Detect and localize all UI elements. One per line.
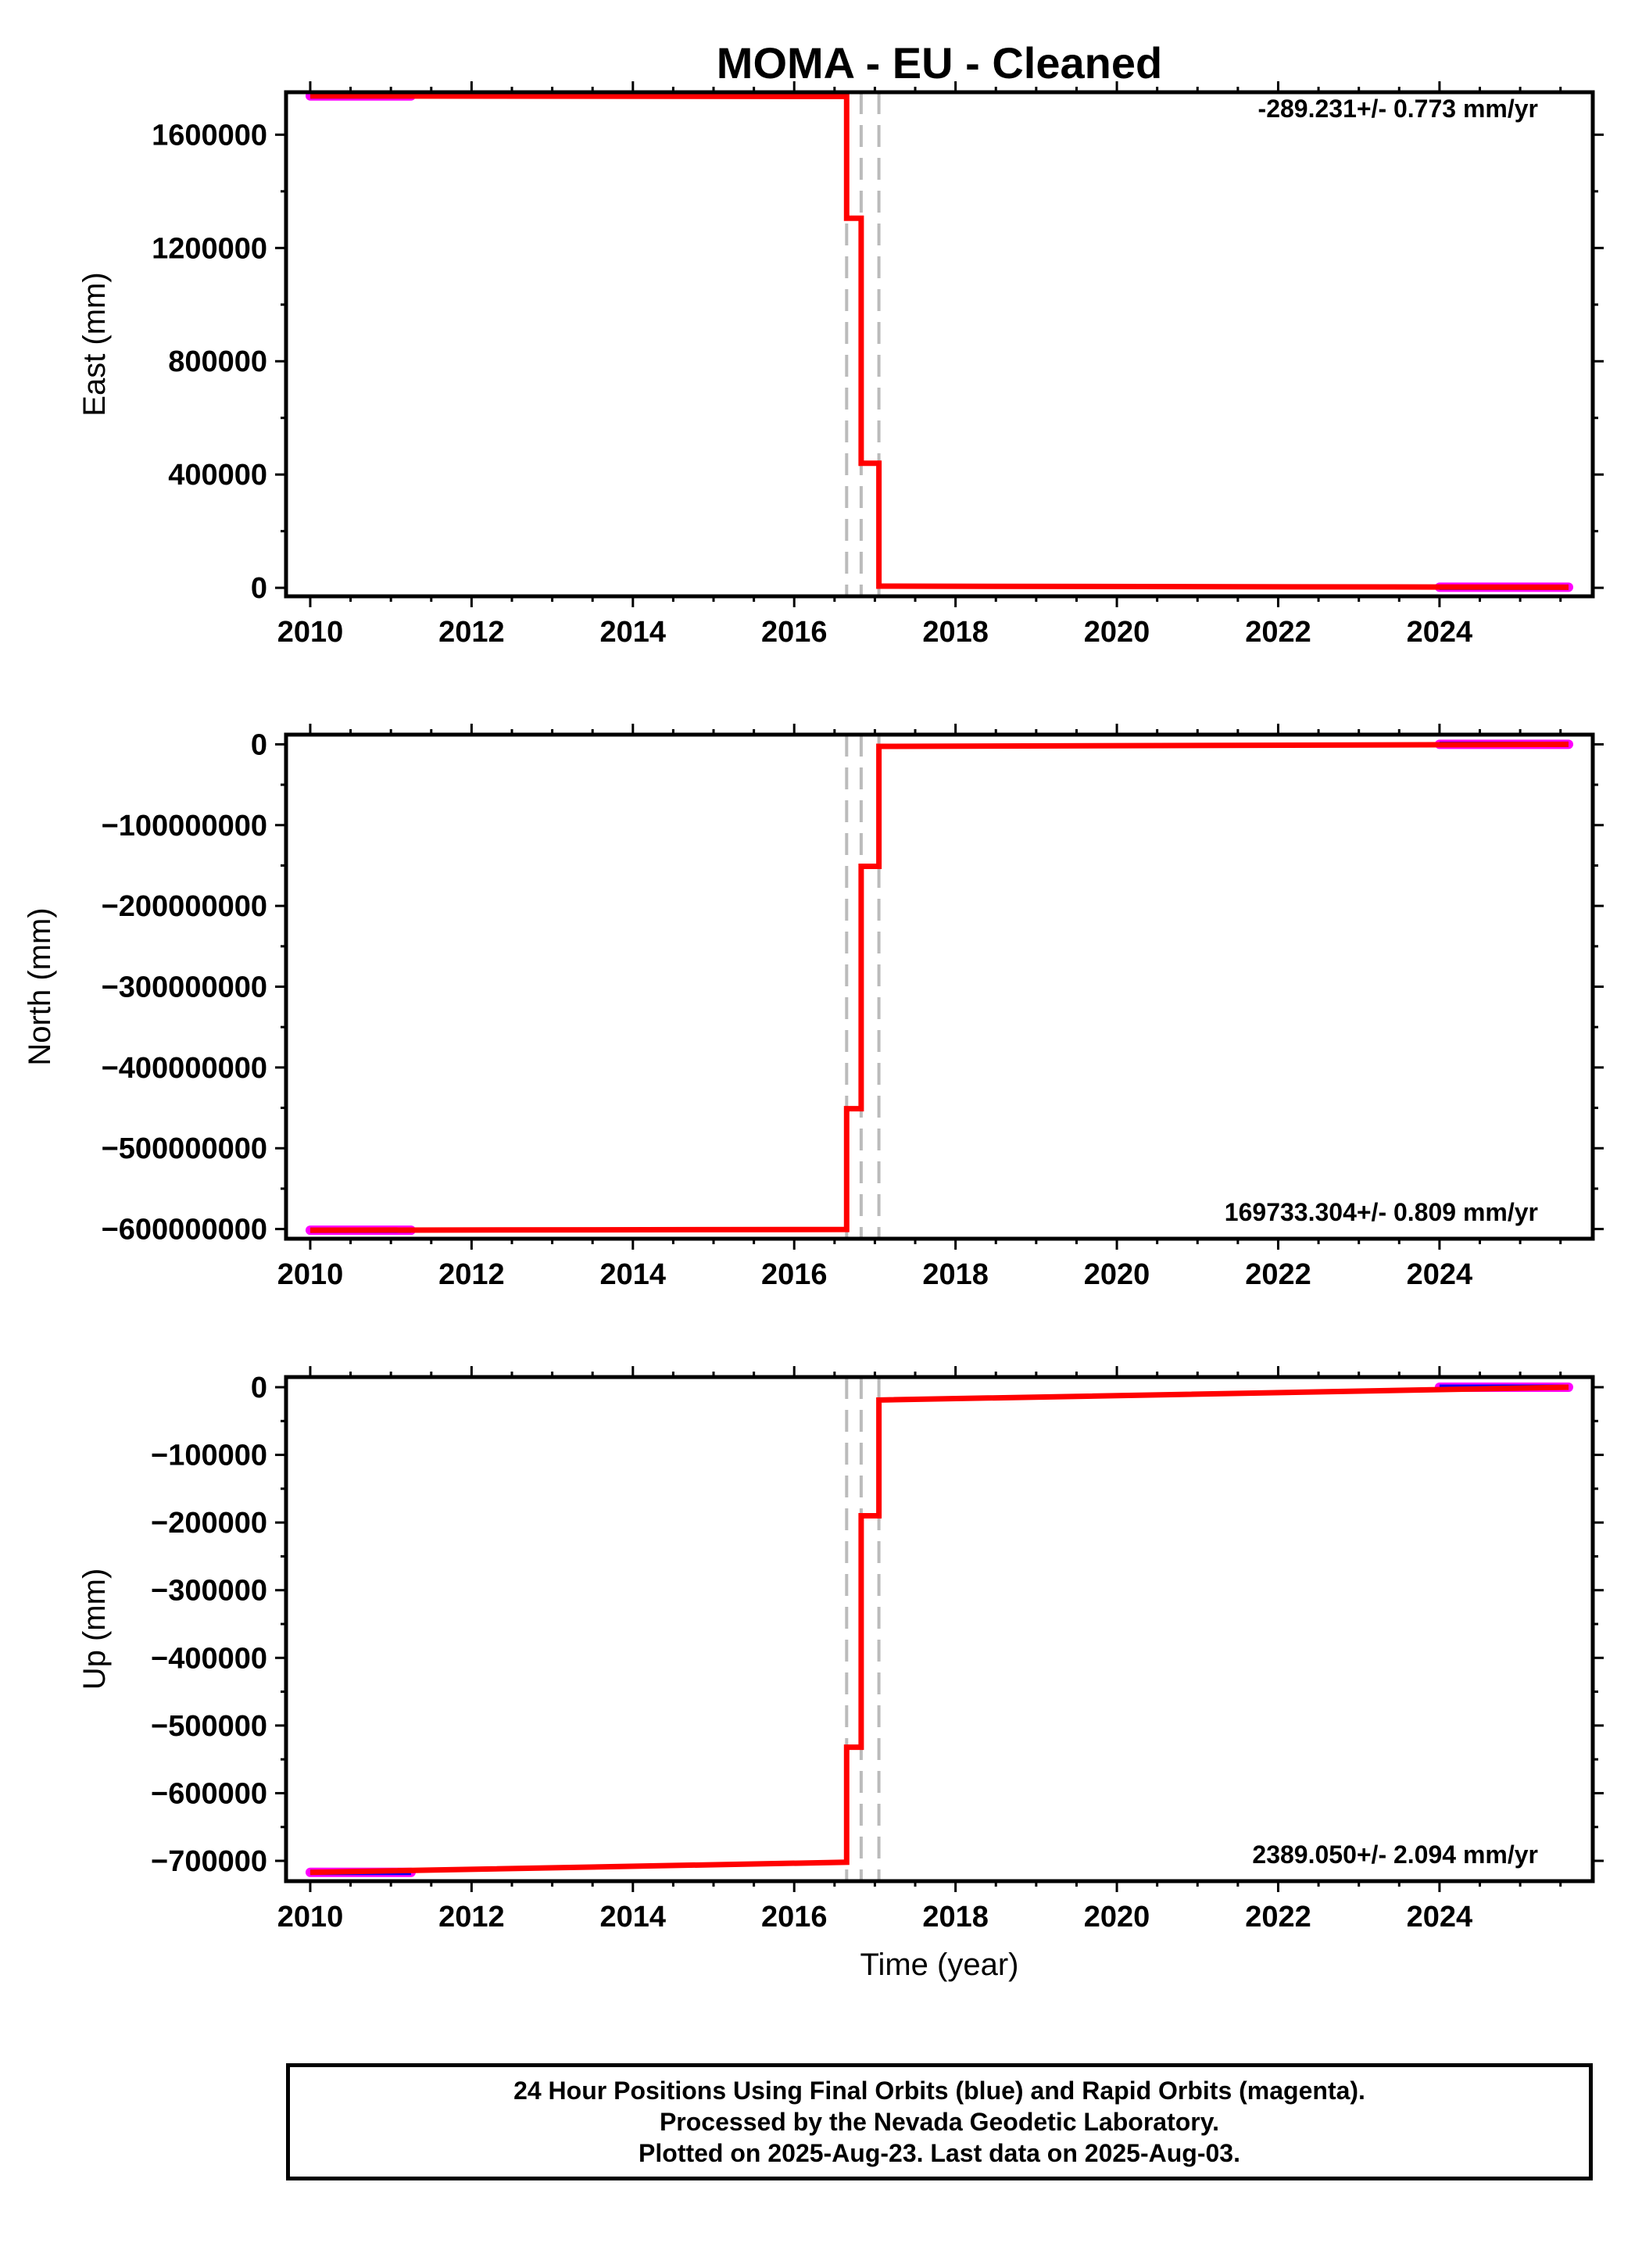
- x-tick-label-2012: 2012: [438, 1258, 505, 1291]
- y-axis-title: Up (mm): [77, 1569, 112, 1690]
- x-tick-label-2016: 2016: [761, 1901, 828, 1934]
- rate-label: -289.231+/- 0.773 mm/yr: [1258, 95, 1538, 123]
- y-tick-label: −400000: [151, 1642, 267, 1675]
- x-tick-label-2010: 2010: [277, 1901, 344, 1934]
- y-tick-label: −300000000: [102, 971, 267, 1004]
- panel-1-data: [305, 735, 1574, 1239]
- footer-line-1: 24 Hour Positions Using Final Orbits (bl…: [513, 2077, 1365, 2105]
- model-line: [309, 741, 1569, 1233]
- x-tick-label-2020: 2020: [1084, 616, 1150, 649]
- y-tick-label: 400000: [168, 459, 267, 492]
- x-tick-label-2018: 2018: [922, 1901, 989, 1934]
- x-tick-label-2020: 2020: [1084, 1258, 1150, 1291]
- y-tick-label: −200000: [151, 1507, 267, 1540]
- panel-frame: [284, 1375, 1595, 1883]
- x-tick-label-2016: 2016: [761, 616, 828, 649]
- x-tick-label-2024: 2024: [1407, 616, 1473, 649]
- y-tick-label: 0: [251, 728, 267, 761]
- model-line: [309, 1384, 1569, 1876]
- y-tick-label: 1200000: [152, 232, 267, 265]
- panel-frame: [284, 732, 1595, 1241]
- y-tick-label: −700000: [151, 1845, 267, 1878]
- y-tick-label: 1600000: [152, 119, 267, 152]
- y-axis-title: North (mm): [23, 907, 57, 1065]
- y-tick-label: −600000000: [102, 1214, 267, 1247]
- rate-label: 2389.050+/- 2.094 mm/yr: [1252, 1841, 1538, 1869]
- y-tick-label: −400000000: [102, 1052, 267, 1085]
- y-tick-label: −300000: [151, 1575, 267, 1608]
- y-tick-label: −600000: [151, 1777, 267, 1810]
- x-axis-title: Time (year): [860, 1948, 1019, 1982]
- rate-label: 169733.304+/- 0.809 mm/yr: [1225, 1198, 1538, 1226]
- panel-2: 2010 2012 2014 2016 2018 2020 2022 2024 0 −100000…: [77, 1366, 1604, 1982]
- x-tick-label-2022: 2022: [1245, 1901, 1311, 1934]
- x-tick-label-2014: 2014: [600, 1258, 667, 1291]
- model-line: [309, 93, 1569, 590]
- footer-line-2: Processed by the Nevada Geodetic Laborat…: [659, 2108, 1220, 2136]
- x-tick-label-2012: 2012: [438, 1901, 505, 1934]
- x-tick-label-2024: 2024: [1407, 1258, 1473, 1291]
- panel-2-data: [305, 1377, 1574, 1881]
- x-tick-label-2018: 2018: [922, 616, 989, 649]
- x-tick-label-2024: 2024: [1407, 1901, 1473, 1934]
- y-tick-label: 800000: [168, 345, 267, 378]
- y-tick-label: −100000: [151, 1440, 267, 1472]
- x-tick-label-2010: 2010: [277, 1258, 344, 1291]
- footer-line-3: Plotted on 2025-Aug-23. Last data on 202…: [639, 2139, 1240, 2167]
- panel-1: 2010 2012 2014 2016 2018 2020 2022 2024 0 −100000…: [23, 724, 1604, 1291]
- y-tick-label: 0: [251, 1372, 267, 1404]
- x-tick-label-2012: 2012: [438, 616, 505, 649]
- x-tick-label-2016: 2016: [761, 1258, 828, 1291]
- x-tick-label-2010: 2010: [277, 616, 344, 649]
- chart-title: MOMA - EU - Cleaned: [717, 38, 1162, 88]
- panel-0-data: [305, 92, 1574, 596]
- x-tick-label-2022: 2022: [1245, 616, 1311, 649]
- y-tick-label: −500000: [151, 1710, 267, 1743]
- y-tick-label: −100000000: [102, 810, 267, 842]
- x-tick-label-2022: 2022: [1245, 1258, 1311, 1291]
- x-tick-label-2014: 2014: [600, 1901, 667, 1934]
- x-tick-label-2020: 2020: [1084, 1901, 1150, 1934]
- panel-0: 2010 2012 2014 2016 2018 2020 2022 2024 0 400000 8…: [77, 38, 1604, 649]
- y-tick-label: −500000000: [102, 1132, 267, 1165]
- footer-caption-box: 24 Hour Positions Using Final Orbits (bl…: [286, 2063, 1593, 2180]
- y-axis-title: East (mm): [77, 272, 112, 416]
- panel-frame: [284, 90, 1595, 599]
- y-tick-label: 0: [251, 572, 267, 605]
- x-tick-label-2014: 2014: [600, 616, 667, 649]
- y-tick-label: −200000000: [102, 890, 267, 923]
- x-tick-label-2018: 2018: [922, 1258, 989, 1291]
